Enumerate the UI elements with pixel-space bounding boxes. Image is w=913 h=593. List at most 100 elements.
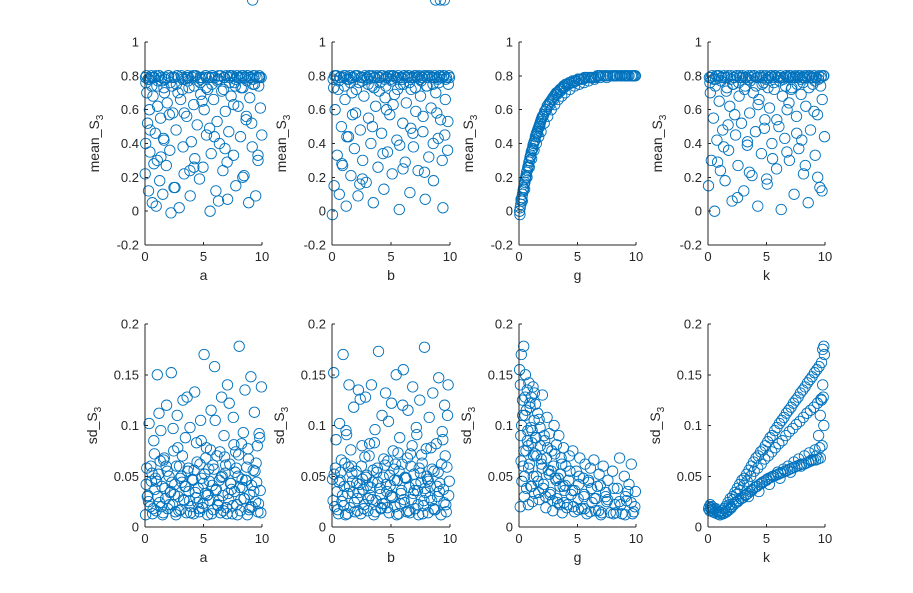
data-point (752, 200, 764, 212)
data-point (237, 481, 249, 494)
data-point (735, 117, 748, 129)
data-point (557, 480, 569, 493)
data-point (335, 454, 347, 466)
data-point (420, 443, 432, 455)
y-tick-label: 0 (506, 204, 513, 219)
data-point (363, 450, 375, 462)
data-point (185, 136, 197, 148)
data-point (356, 75, 368, 87)
data-point (181, 391, 193, 403)
data-point (393, 465, 405, 477)
data-point (804, 124, 817, 136)
y-tick-label: 0.1 (495, 418, 513, 433)
data-point (443, 489, 455, 502)
data-point (740, 488, 752, 501)
data-point (369, 423, 381, 436)
data-point (385, 397, 398, 409)
data-point (773, 120, 785, 133)
data-point (818, 131, 831, 143)
data-point (197, 477, 210, 490)
data-point (606, 465, 619, 477)
data-point (393, 203, 405, 216)
y-axis-label-main: sd_S (458, 412, 474, 444)
data-point (161, 97, 173, 109)
data-point (540, 452, 553, 464)
data-point (530, 470, 543, 482)
data-point (208, 360, 221, 373)
y-tick-label: 0.8 (495, 68, 513, 83)
y-tick-label: -0.2 (117, 238, 139, 253)
data-point (370, 100, 382, 112)
data-point (226, 508, 238, 520)
y-tick-label: 0.8 (308, 68, 326, 83)
x-axis-label: b (387, 267, 395, 283)
data-point (808, 401, 820, 413)
data-point (369, 506, 382, 518)
data-point (801, 377, 814, 389)
data-point (750, 80, 762, 92)
data-point (163, 499, 176, 511)
data-point (432, 466, 444, 478)
data-point (533, 493, 545, 506)
y-axis-label-subscript: 3 (280, 406, 291, 412)
data-point (715, 75, 727, 87)
data-point (427, 78, 439, 90)
data-point (386, 168, 398, 180)
data-point (625, 496, 637, 509)
data-point (155, 151, 167, 163)
data-point (542, 110, 554, 123)
data-point (178, 168, 190, 180)
y-tick-label: 0.8 (684, 68, 702, 83)
data-point (762, 450, 774, 462)
data-point (252, 154, 264, 167)
data-point (247, 73, 259, 85)
data-point (374, 76, 386, 89)
data-point (235, 82, 247, 94)
data-point (417, 508, 429, 520)
data-point (424, 491, 436, 504)
x-tick-label: 10 (443, 531, 457, 546)
data-point (573, 73, 585, 85)
data-point (218, 429, 230, 442)
data-point (414, 73, 426, 85)
data-point (547, 494, 559, 507)
data-point (538, 117, 550, 129)
y-tick-label: 0.6 (495, 102, 513, 117)
data-point (590, 492, 602, 505)
data-point (238, 169, 250, 182)
data-point (443, 475, 455, 487)
data-point (567, 445, 579, 457)
data-point (219, 142, 231, 155)
data-point (550, 439, 563, 451)
data-point (402, 505, 415, 517)
data-point (574, 452, 586, 464)
data-point (189, 386, 201, 398)
data-point (431, 480, 443, 493)
data-point (160, 399, 173, 411)
data-point (162, 70, 174, 82)
data-point (814, 409, 826, 422)
data-point (188, 464, 200, 476)
data-point (352, 384, 365, 396)
data-point (166, 476, 178, 488)
data-point (399, 471, 411, 483)
data-point (169, 506, 182, 518)
data-point (194, 414, 207, 427)
data-point (143, 104, 156, 116)
data-point (184, 421, 196, 434)
data-point (794, 415, 806, 428)
data-point (392, 447, 404, 459)
data-point (239, 384, 251, 396)
data-point (404, 186, 416, 199)
y-tick-label: 1 (132, 35, 139, 50)
x-tick-label: 5 (763, 531, 770, 546)
data-point (764, 432, 776, 444)
data-point (753, 93, 765, 106)
data-point (200, 82, 212, 94)
data-point (629, 485, 642, 498)
data-points (326, 0, 456, 221)
data-point (623, 478, 635, 491)
data-point (345, 169, 357, 182)
data-point (228, 98, 240, 111)
